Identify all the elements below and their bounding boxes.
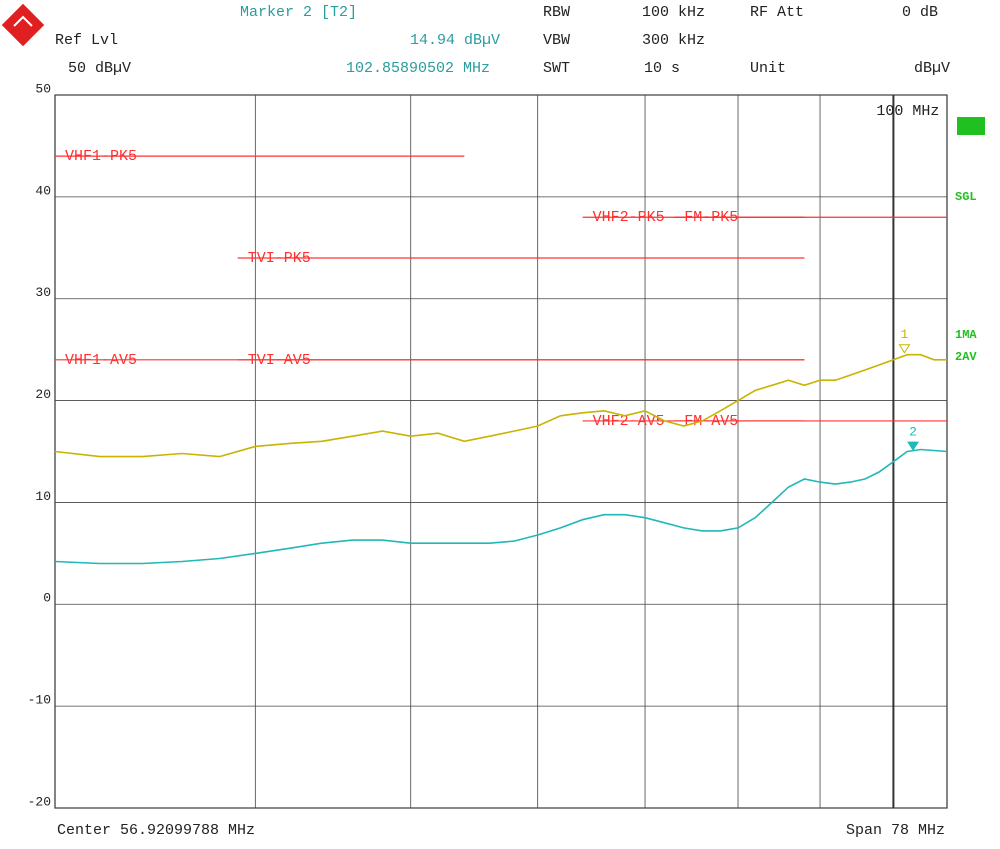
logo: [1, 3, 45, 47]
rf-att: 0 dB: [902, 4, 938, 21]
y-tick-label: 20: [35, 387, 51, 402]
side-label: A: [967, 119, 975, 133]
marker-label: 2: [909, 425, 917, 440]
status-box: [957, 117, 985, 135]
rbw-label: RBW: [543, 4, 570, 21]
unit-label: Unit: [750, 60, 786, 77]
vbw: 300 kHz: [642, 32, 705, 49]
trace: [54, 353, 947, 458]
y-tick-label: -20: [28, 794, 51, 809]
span: Span 78 MHz: [846, 822, 945, 839]
y-tick-label: -10: [28, 693, 51, 708]
ref-lvl-label: Ref Lvl: [55, 32, 118, 49]
marker-line-label: 100 MHz: [876, 103, 939, 120]
swt-label: SWT: [543, 60, 570, 77]
y-tick-label: 50: [35, 81, 51, 96]
rbw: 100 kHz: [642, 4, 705, 21]
side-label: 2AV: [955, 350, 977, 364]
center-freq: Center 56.92099788 MHz: [57, 822, 255, 839]
marker-title: Marker 2 [T2]: [240, 4, 357, 21]
y-tick-label: 10: [35, 489, 51, 504]
plot-frame: [54, 94, 948, 809]
y-tick-label: 40: [35, 183, 51, 198]
ref-lvl: 50 dBµV: [68, 60, 131, 77]
vbw-label: VBW: [543, 32, 570, 49]
marker-label: 1: [901, 327, 909, 342]
y-tick-label: 30: [35, 285, 51, 300]
side-label: 1MA: [955, 328, 977, 342]
swt: 10 s: [644, 60, 680, 77]
rf-att-label: RF Att: [750, 4, 804, 21]
side-label: SGL: [955, 190, 977, 204]
marker-freq: 102.85890502 MHz: [346, 60, 490, 77]
trace: [54, 448, 948, 565]
unit: dBµV: [914, 60, 950, 77]
marker-level: 14.94 dBµV: [410, 32, 500, 49]
marker: [898, 344, 911, 354]
marker: [907, 441, 919, 452]
y-tick-label: 0: [43, 591, 51, 606]
